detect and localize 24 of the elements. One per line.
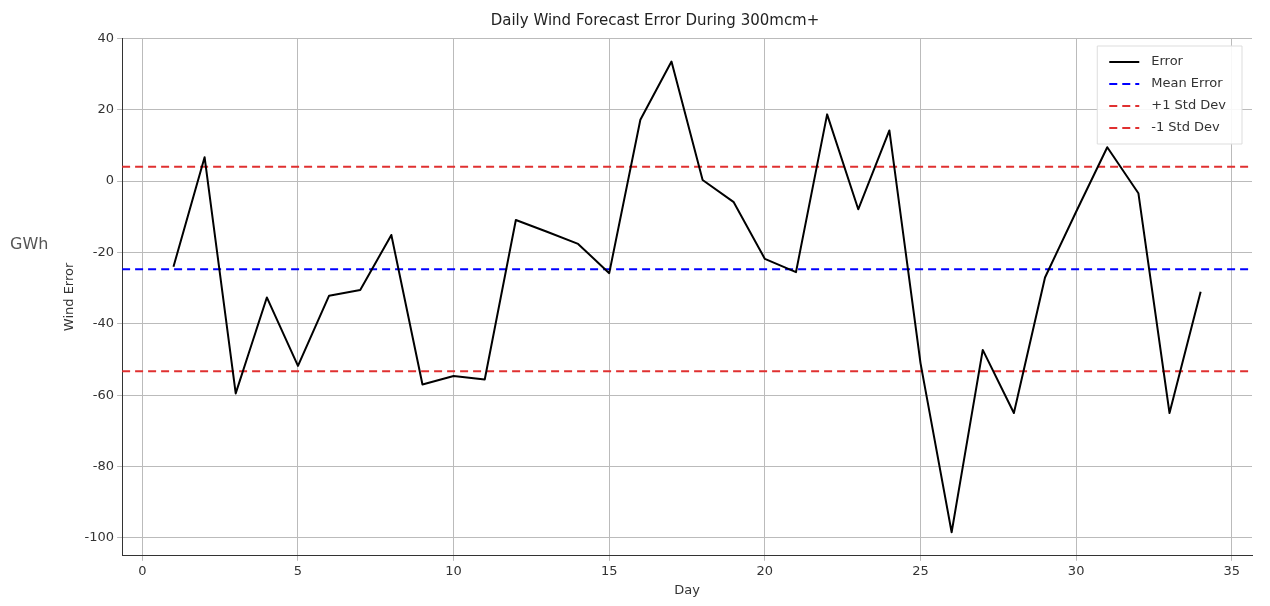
y-tick-label: -80 [92,457,115,473]
y-tick-label: 20 [97,101,115,117]
x-tick-label: 0 [138,562,147,578]
x-axis-title: Day [674,581,701,597]
x-tick-label: 35 [1223,562,1241,578]
x-tick-label: 5 [293,562,303,578]
legend-label: Error [1151,53,1184,69]
x-tick-label: 30 [1067,562,1085,578]
x-tick-label: 20 [756,562,774,578]
y-tick-label: -20 [92,243,115,259]
chart-title: Daily Wind Forecast Error During 300mcm+ [490,10,820,29]
legend-label: +1 Std Dev [1151,97,1227,113]
x-tick-label: 10 [445,562,462,578]
x-tick-label: 25 [912,562,929,578]
x-tick-label: 15 [600,562,618,578]
y-tick-label: 40 [97,29,115,45]
y-tick-label: -60 [92,386,115,402]
y-tick-label: 0 [105,172,115,188]
y-axis-title: Wind Error [61,262,77,332]
y-tick-label: -40 [92,315,115,331]
text: GWh [10,234,49,254]
legend-label: -1 Std Dev [1151,119,1221,135]
y-tick-label: -100 [84,529,115,545]
legend-label: Mean Error [1151,75,1224,91]
